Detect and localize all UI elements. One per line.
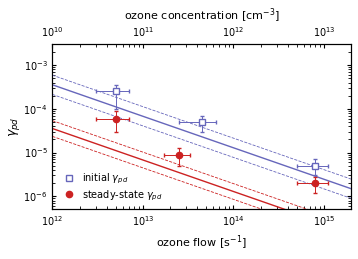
Y-axis label: $\gamma_{pd}$: $\gamma_{pd}$ bbox=[7, 117, 22, 137]
X-axis label: ozone concentration [cm$^{-3}$]: ozone concentration [cm$^{-3}$] bbox=[124, 7, 280, 25]
Legend: initial $\gamma_{pd}$, steady-state $\gamma_{pd}$: initial $\gamma_{pd}$, steady-state $\ga… bbox=[57, 170, 164, 205]
X-axis label: ozone flow [s$^{-1}$]: ozone flow [s$^{-1}$] bbox=[156, 234, 247, 252]
